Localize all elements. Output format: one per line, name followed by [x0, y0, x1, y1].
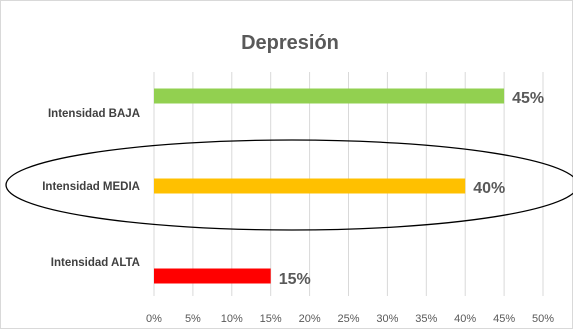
bar-2: [154, 268, 271, 284]
data-label: 45%: [512, 90, 544, 107]
data-labels: 45% 40% 15%: [279, 90, 544, 288]
x-tick-label: 5%: [185, 313, 201, 325]
x-tick-label: 45%: [493, 313, 515, 325]
x-tick-label: 15%: [260, 313, 282, 325]
chart-title: Depresión: [241, 32, 339, 54]
bars: [154, 88, 505, 284]
x-tick-label: 40%: [454, 313, 476, 325]
x-tick-label: 25%: [337, 313, 359, 325]
x-tick-label: 30%: [376, 313, 398, 325]
data-label: 40%: [473, 180, 505, 197]
category-labels: Intensidad BAJA Intensidad MEDIA Intensida…: [42, 108, 140, 269]
x-tick-label: 20%: [299, 313, 321, 325]
category-label: Intensidad BAJA: [48, 108, 140, 120]
x-tick-label: 35%: [415, 313, 437, 325]
category-label: Intensidad MEDIA: [42, 181, 140, 193]
x-axis-tick-labels: 0% 5% 10% 15% 20% 25% 30% 35% 40% 45% 50%: [146, 313, 554, 325]
category-label: Intensidad ALTA: [51, 257, 140, 269]
data-label: 15%: [279, 271, 311, 288]
highlight-ellipse: [5, 139, 573, 231]
x-tick-label: 50%: [532, 313, 554, 325]
bar-0: [154, 88, 505, 104]
x-tick-label: 10%: [221, 313, 243, 325]
bar-1: [154, 178, 466, 194]
x-tick-label: 0%: [146, 313, 162, 325]
